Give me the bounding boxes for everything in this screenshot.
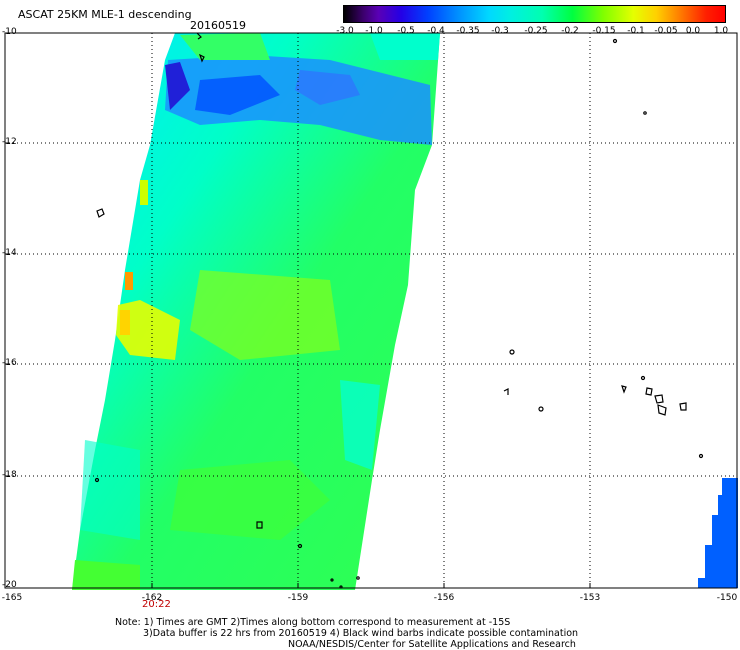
lon-tick-label: -162	[141, 593, 163, 603]
note-line-2: 3)Data buffer is 22 hrs from 20160519 4)…	[143, 628, 579, 639]
map-title: ASCAT 25KM MLE-1 descending	[18, 8, 192, 21]
colorbar-label: -0.3	[491, 26, 509, 36]
island-outlines	[94, 32, 704, 589]
lon-tick-label: -153	[579, 593, 601, 603]
colorbar-label: -0.15	[592, 26, 616, 36]
lon-tick-label: -159	[287, 593, 309, 603]
color-scale-bar	[343, 5, 726, 23]
lat-tick-label: -18	[2, 470, 17, 480]
colorbar-label: -3.0	[336, 26, 354, 36]
pass-time-label: 20:22	[142, 599, 171, 610]
colorbar-label: -0.5	[397, 26, 415, 36]
lon-tick-label: -156	[433, 593, 455, 603]
color-scale-labels: -3.0 -1.0 -0.5 -0.4 -0.35 -0.3 -0.25 -0.…	[330, 26, 730, 38]
graticule	[5, 33, 737, 588]
note-line-3: NOAA/NESDIS/Center for Satellite Applica…	[288, 639, 576, 650]
lat-tick-label: -16	[2, 358, 17, 368]
colorbar-label: -0.25	[524, 26, 548, 36]
colorbar-label: -0.05	[654, 26, 678, 36]
axis-ticks	[5, 142, 591, 588]
lat-tick-label: -10	[2, 27, 17, 37]
lat-tick-label: -20	[2, 580, 17, 590]
scatterometer-swath	[72, 33, 440, 590]
note-line-1: Note: 1) Times are GMT 2)Times along bot…	[115, 617, 511, 628]
swath-edge-block	[698, 440, 738, 588]
colorbar-label: -0.2	[561, 26, 579, 36]
colorbar-label: -1.0	[365, 26, 383, 36]
plot-frame	[4, 32, 738, 589]
lon-tick-label: -165	[1, 593, 23, 603]
lat-tick-label: -12	[2, 137, 17, 147]
colorbar-label: -0.1	[627, 26, 645, 36]
colorbar-label: -0.35	[456, 26, 480, 36]
lon-tick-label: -150	[716, 593, 738, 603]
colorbar-label: 0.0	[685, 26, 701, 36]
lat-tick-label: -14	[2, 248, 17, 258]
colorbar-label: -0.4	[427, 26, 445, 36]
colorbar-label: 1.0	[713, 26, 729, 36]
map-date: 20160519	[190, 19, 246, 32]
